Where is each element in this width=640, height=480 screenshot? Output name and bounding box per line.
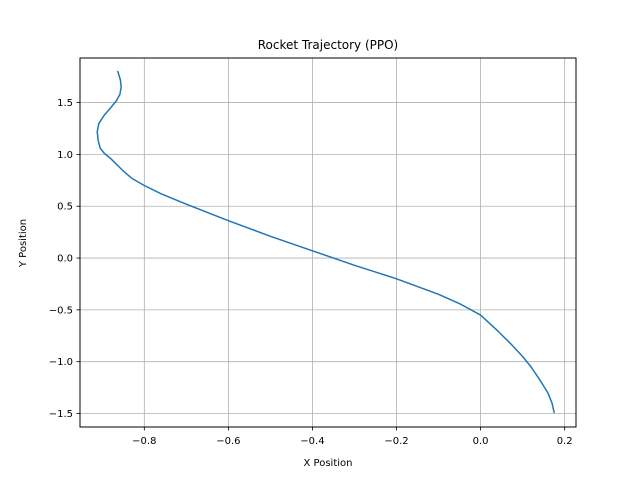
x-axis-ticks: −0.8 −0.6 −0.4 −0.2 0.0 0.2 [132, 427, 573, 447]
x-axis-label: X Position [304, 458, 353, 469]
plot-frame [79, 57, 577, 428]
chart-title: Rocket Trajectory (PPO) [258, 38, 399, 52]
y-tick-label: −0.5 [49, 305, 73, 316]
x-tick-label: 0.2 [557, 436, 573, 447]
x-tick-label: −0.4 [300, 436, 324, 447]
series-layer [96, 70, 555, 414]
x-tick-label: −0.8 [132, 436, 156, 447]
y-tick-label: −1.0 [49, 357, 73, 368]
grid-lines [80, 58, 576, 427]
y-tick-label: −1.5 [49, 409, 73, 420]
trajectory-line [96, 70, 555, 414]
x-tick-label: −0.2 [384, 436, 408, 447]
x-tick-label: −0.6 [216, 436, 240, 447]
y-axis-ticks: −1.5 −1.0 −0.5 0.0 0.5 1.0 1.5 [49, 98, 80, 420]
y-tick-label: 1.0 [57, 150, 73, 161]
y-tick-label: 0.5 [57, 202, 73, 213]
y-tick-label: 0.0 [57, 254, 73, 265]
y-tick-label: 1.5 [57, 98, 73, 109]
y-axis-label: Y Position [18, 219, 29, 268]
x-tick-label: 0.0 [473, 436, 489, 447]
